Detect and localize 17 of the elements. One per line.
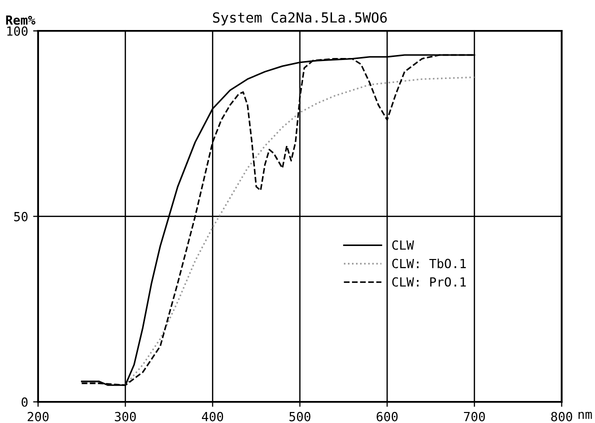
x-tick-label: 700	[464, 412, 485, 422]
chart-title: System Ca2Na.5La.5WO6	[213, 12, 387, 26]
y-tick-label: 100	[7, 26, 28, 36]
x-tick-label: 800	[551, 412, 572, 422]
x-tick-label: 500	[289, 412, 310, 422]
y-axis-title: Rem%	[6, 15, 36, 25]
legend-label: CLW: TbO.1	[392, 258, 466, 268]
x-tick-label: 600	[376, 412, 398, 422]
legend-label: CLW	[392, 240, 414, 250]
y-tick-label: 50	[14, 212, 28, 222]
x-axis-title: nm	[578, 412, 592, 419]
x-tick-label: 300	[114, 412, 136, 422]
y-tick-label: 0	[22, 397, 28, 407]
legend-label: CLW: PrO.1	[392, 277, 466, 287]
x-tick-label: 200	[28, 412, 49, 422]
x-tick-label: 400	[202, 412, 224, 422]
line-series	[124, 76, 476, 386]
